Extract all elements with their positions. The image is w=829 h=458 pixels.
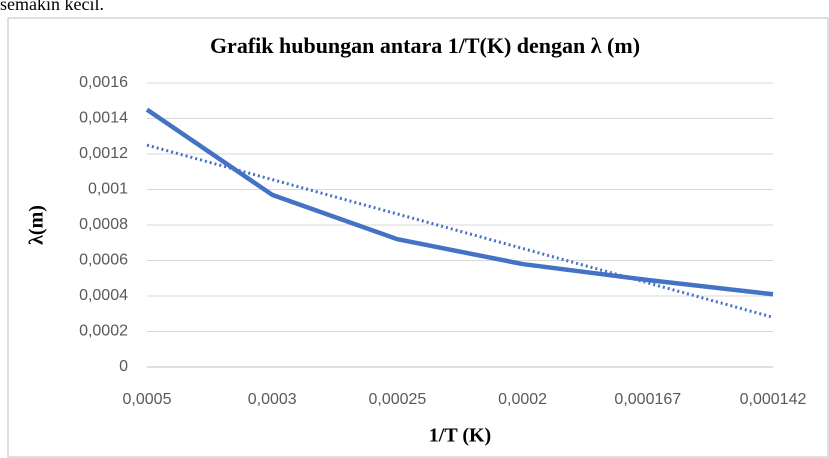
chart-title: Grafik hubungan antara 1/T(K) dengan λ (… xyxy=(210,33,640,58)
x-axis-label: 1/T (K) xyxy=(429,425,491,447)
y-tick-label: 0,0004 xyxy=(79,287,128,304)
data-line xyxy=(145,107,774,297)
y-tick-label: 0,001 xyxy=(88,181,128,198)
header-text: semakin kecil. xyxy=(0,0,104,14)
y-tick-label: 0,0012 xyxy=(79,145,128,162)
x-tick-label: 0,0005 xyxy=(123,391,172,408)
x-tick-label: 0,0002 xyxy=(498,391,547,408)
y-tick-label: 0,0002 xyxy=(79,323,128,340)
y-tick-label: 0,0008 xyxy=(79,216,128,233)
y-tick-label: 0 xyxy=(119,358,128,375)
y-tick-label: 0,0014 xyxy=(79,110,128,127)
x-tick-label: 0,00025 xyxy=(368,391,426,408)
trend-line xyxy=(146,143,774,319)
y-axis-label: λ(m) xyxy=(26,205,48,245)
y-tick-label: 0,0016 xyxy=(79,74,128,91)
y-tick-label: 0,0006 xyxy=(79,252,128,269)
x-tick-label: 0,000142 xyxy=(740,391,807,408)
x-tick-label: 0,0003 xyxy=(248,391,297,408)
x-tick-label: 0,000167 xyxy=(614,391,681,408)
chart-border xyxy=(7,17,829,458)
